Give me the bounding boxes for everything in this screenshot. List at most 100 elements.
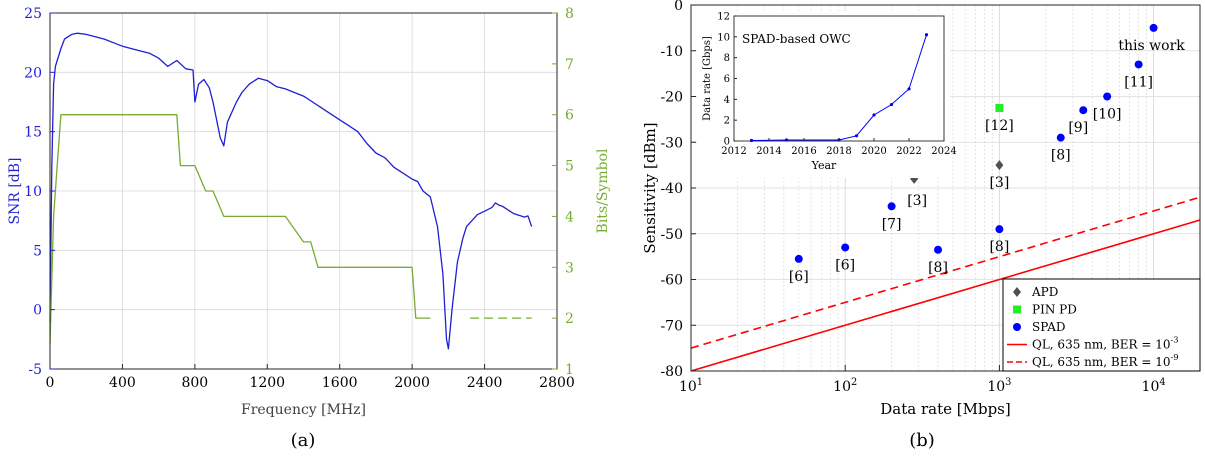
y-left-tick-label-a: 10	[24, 184, 42, 200]
y-right-tick-label-a: 7	[565, 57, 574, 73]
caption-b: (b)	[909, 430, 935, 451]
inset-y-tick-label: 6	[724, 74, 730, 85]
point-label: [10]	[1093, 107, 1122, 123]
y-left-tick-label-a: 5	[33, 243, 42, 259]
y-right-tick-label-a: 4	[565, 209, 574, 225]
inset-point	[872, 113, 876, 117]
spad-point	[1079, 106, 1088, 115]
y-tick-label-b: -60	[660, 273, 683, 289]
inset-line	[751, 34, 927, 141]
point-label: [7]	[882, 216, 902, 232]
y-tick-label-b: -80	[660, 364, 683, 380]
legend-label: QL, 635 nm, BER = 10-3	[1032, 335, 1179, 352]
legend-spad-marker	[1013, 323, 1021, 331]
y-left-tick-label-a: -5	[28, 362, 42, 378]
inset-x-tick-label: 2024	[931, 146, 956, 157]
panel-a-chart: 0 400 800 1200 1600 2000 2400 2800-505101520251…	[7, 6, 611, 418]
y-left-axis-label-a: SNR [dB]	[7, 157, 23, 224]
x-tick-label-a: 2000	[394, 375, 430, 391]
y-tick-label-b: 0	[674, 0, 683, 14]
x-tick-label-a: 2800	[539, 375, 575, 391]
point-label: [8]	[928, 260, 948, 276]
y-right-axis-label-a: Bits/Symbol	[595, 148, 611, 233]
x-tick-label-a: 0	[46, 375, 55, 391]
inset-point	[889, 102, 894, 107]
ql-line-ber-3	[690, 219, 1201, 372]
inset-y-tick-label: 8	[724, 53, 730, 64]
inset-x-label: Year	[811, 159, 837, 172]
x-tick-label-b: 102	[833, 377, 857, 395]
inset-y-tick-label: 4	[724, 95, 730, 106]
x-tick-label-a: 1600	[322, 375, 358, 391]
y-tick-label-b: -10	[660, 44, 683, 60]
legend-label: SPAD	[1032, 320, 1065, 334]
inset-point	[924, 33, 929, 37]
x-axis-label-b: Data rate [Mbps]	[880, 400, 1010, 418]
point-label: [9]	[1068, 120, 1088, 136]
x-tick-label-a: 800	[181, 375, 208, 391]
point-label: [6]	[835, 257, 855, 273]
y-tick-label-b: -30	[660, 135, 683, 151]
y-tick-label-b: -20	[660, 90, 683, 106]
inset-point	[784, 138, 789, 142]
x-axis-label-a: Frequency [MHz]	[241, 402, 366, 418]
apd-point	[995, 160, 1004, 171]
y-left-tick-label-a: 15	[24, 125, 42, 141]
y-right-tick-label-a: 8	[565, 6, 574, 22]
legend-label: QL, 635 nm, BER = 10-9	[1032, 352, 1179, 369]
spad-point	[1134, 60, 1143, 69]
ql-line-ber-9	[690, 196, 1201, 349]
spad-point	[794, 254, 803, 263]
point-label: [3]	[989, 175, 1009, 191]
spad-point	[1149, 23, 1158, 32]
y-right-tick-label-a: 5	[565, 159, 574, 175]
y-left-tick-label-a: 25	[24, 6, 42, 22]
inset-point	[749, 138, 754, 143]
spad-point	[887, 202, 896, 211]
spad-point	[1056, 133, 1065, 142]
y-axis-label-b: Sensitivity [dBm]	[641, 122, 659, 253]
x-tick-label-a: 1200	[249, 375, 285, 391]
x-tick-label-a: 2400	[467, 375, 503, 391]
pin-point	[995, 103, 1004, 112]
x-tick-label-b: 103	[987, 377, 1011, 395]
y-left-tick-label-a: 0	[33, 303, 42, 319]
series-line-bits	[49, 114, 431, 344]
point-label: [11]	[1124, 74, 1153, 90]
inset-y-tick-label: 2	[724, 116, 730, 127]
y-right-tick-label-a: 1	[565, 362, 574, 378]
inset-x-tick-label: 2016	[791, 146, 816, 157]
inset-x-tick-label: 2020	[861, 146, 886, 157]
y-left-tick-label-a: 20	[24, 65, 42, 81]
y-tick-label-b: -50	[660, 227, 683, 243]
caption-a: (a)	[291, 430, 316, 451]
inset-x-tick-label: 2022	[896, 146, 921, 157]
spad-point	[1103, 92, 1112, 101]
y-right-tick-label-a: 3	[565, 260, 574, 276]
y-tick-label-b: -40	[660, 181, 683, 197]
legend-label: PIN PD	[1032, 303, 1077, 317]
inset-point	[907, 87, 911, 91]
legend-apd-marker	[1013, 287, 1021, 297]
legend-pin-marker	[1013, 305, 1021, 314]
inset-x-tick-label: 2012	[721, 146, 746, 157]
point-label: [3]	[907, 193, 927, 209]
inset-y-tick-label: 0	[724, 137, 730, 148]
spad-point	[841, 243, 850, 252]
legend-box	[1002, 278, 1201, 372]
point-label: [8]	[989, 239, 1009, 255]
inset-y-tick-label: 12	[717, 12, 730, 23]
y-right-tick-label-a: 2	[565, 311, 574, 327]
inset-title: SPAD-based OWC	[742, 32, 851, 46]
spad-point	[934, 245, 943, 254]
series-line-snr	[49, 32, 533, 350]
inset-y-tick-label: 10	[717, 32, 730, 43]
inset-point	[854, 134, 859, 138]
y-right-tick-label-a: 6	[565, 108, 574, 124]
x-tick-label-b: 104	[1142, 377, 1166, 395]
point-label: this work	[1118, 38, 1185, 54]
legend-label: APD	[1031, 285, 1058, 299]
point-label: [8]	[1051, 148, 1071, 164]
inset-frame	[733, 15, 945, 142]
